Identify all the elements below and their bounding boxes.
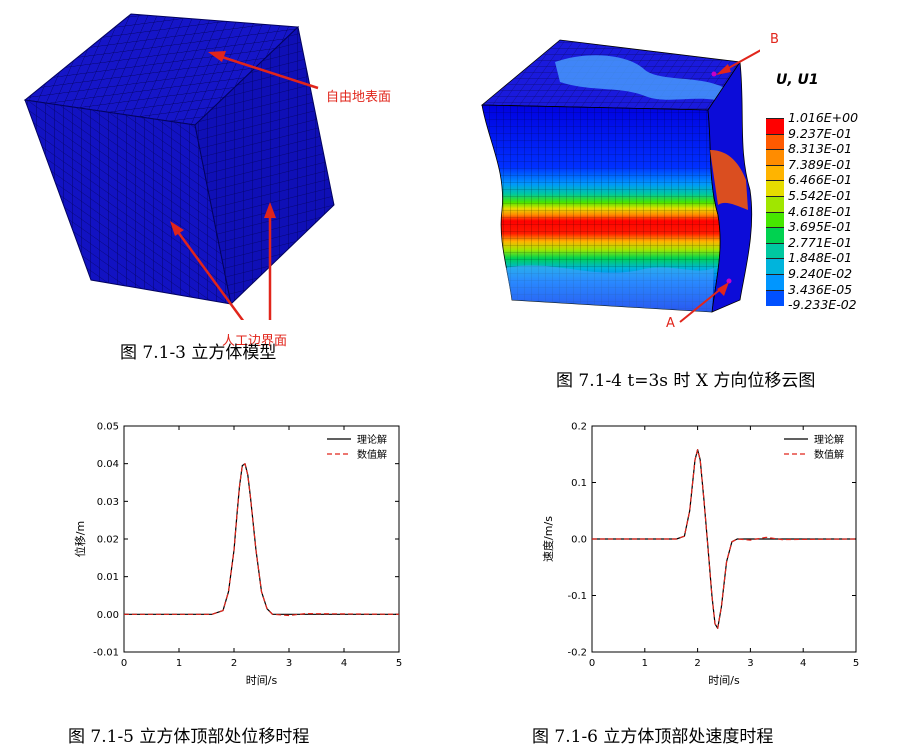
legend-swatch <box>766 274 784 291</box>
legend-label: 数值解 <box>814 448 844 461</box>
x-tick-label: 1 <box>176 658 182 669</box>
figure-displacement-chart: 0 1 2 3 4 5 -0.01 0.00 0.01 0.02 0.03 0.04 0.05 时间/s 位… <box>0 400 458 754</box>
legend-value: 4.618E-01 <box>788 203 853 219</box>
x-tick-label: 2 <box>231 658 237 669</box>
x-tick-label: 0 <box>121 658 127 669</box>
y-tick-label: 0.2 <box>571 422 587 433</box>
arrow-free-surface <box>208 51 319 90</box>
y-axis-label: 位移/m <box>73 521 87 557</box>
contour-lower-band <box>506 265 714 312</box>
legend-title: U, U1 <box>776 72 819 88</box>
caption-fig-7-1-5: 图 7.1-5 立方体顶部处位移时程 <box>68 727 310 747</box>
legend-value: 3.695E-01 <box>788 219 853 235</box>
legend-value: 1.848E-01 <box>788 250 853 266</box>
legend-value: 6.466E-01 <box>788 172 853 188</box>
y-tick-label: -0.1 <box>567 591 587 602</box>
y-tick-label: 0.00 <box>97 610 119 621</box>
arrow-boundary-left <box>170 221 245 320</box>
x-tick-label: 4 <box>341 658 347 669</box>
y-tick-label: 0.01 <box>97 572 119 583</box>
arrow-boundary-right <box>264 202 276 320</box>
y-tick-label: 0.0 <box>571 535 587 546</box>
series-line <box>592 449 856 629</box>
x-tick-label: 3 <box>286 658 292 669</box>
y-tick-label: 0.02 <box>97 535 119 546</box>
x-tick-label: 5 <box>396 658 402 669</box>
series-line <box>592 449 857 629</box>
figure-velocity-chart: 0 1 2 3 4 5 -0.2 -0.1 0.0 0.1 0.2 时间/s 速度/m/s 理论解 数值解 … <box>458 400 916 754</box>
figure-cube-model: 自由地表面 人工边界面 图 7.1-3 立方体模型 <box>0 0 440 370</box>
y-tick-label: 0.04 <box>97 459 119 470</box>
legend-label: 理论解 <box>814 433 844 446</box>
x-axis-label: 时间/s <box>708 674 740 687</box>
x-tick-label: 4 <box>800 658 806 669</box>
displacement-chart: 0 1 2 3 4 5 -0.01 0.00 0.01 0.02 0.03 0.04 0.05 时间/s 位… <box>73 422 402 688</box>
y-tick-label: 0.03 <box>97 497 119 508</box>
x-tick-label: 1 <box>642 658 648 669</box>
contour-top-band <box>555 55 725 100</box>
cube-model-image <box>23 13 335 320</box>
legend-swatch <box>766 196 784 213</box>
legend-value: 3.436E-05 <box>788 281 853 297</box>
x-tick-label: 3 <box>747 658 753 669</box>
y-axis-label: 速度/m/s <box>541 516 555 562</box>
legend-swatch <box>766 227 784 244</box>
y-tick-label: 0.1 <box>571 478 587 489</box>
legend-swatch <box>766 242 784 260</box>
legend-swatch <box>766 133 784 151</box>
legend-swatch <box>766 211 784 229</box>
legend-value: 1.016E+00 <box>788 110 859 125</box>
legend: 1.016E+00 9.237E-01 8.313E-01 7.389E-01 6.46… <box>766 110 916 326</box>
legend-value: 8.313E-01 <box>788 141 853 157</box>
legend-swatch <box>766 149 784 166</box>
caption-fig-7-1-4: 图 7.1-4 t=3s 时 X 方向位移云图 <box>556 371 816 391</box>
legend-value: 9.237E-01 <box>788 125 853 141</box>
caption-fig-7-1-6: 图 7.1-6 立方体顶部处速度时程 <box>532 727 774 747</box>
x-tick-label: 5 <box>853 658 859 669</box>
figure-displacement-contour: B A U, U1 1.016E+00 9.237E-01 8.313E-01 7.3… <box>440 0 916 391</box>
x-tick-label: 0 <box>589 658 595 669</box>
contour-image <box>480 39 760 323</box>
x-tick-label: 2 <box>694 658 700 669</box>
label-artificial-boundary: 人工边界面 <box>222 334 288 349</box>
legend-value: -9.233E-02 <box>788 297 857 313</box>
y-tick-label: -0.2 <box>567 648 587 659</box>
legend-swatch <box>766 289 784 307</box>
legend-swatch <box>766 180 784 197</box>
legend-value: 7.389E-01 <box>788 156 853 172</box>
legend-value: 9.240E-02 <box>788 266 853 281</box>
label-point-a: A <box>666 316 675 331</box>
caption-fig-7-1-3: 图 7.1-3 立方体模型 <box>120 343 277 363</box>
point-b-marker <box>711 71 717 77</box>
legend-label: 理论解 <box>357 433 387 446</box>
series-line <box>124 463 400 617</box>
point-a-marker <box>726 278 732 284</box>
legend-swatch <box>766 164 784 182</box>
y-tick-label: -0.01 <box>93 648 119 659</box>
arrow-point-b <box>716 49 760 75</box>
x-axis-label: 时间/s <box>246 674 278 687</box>
legend-swatch <box>766 258 784 275</box>
legend-swatch <box>766 118 784 135</box>
legend-label: 数值解 <box>357 448 387 461</box>
label-free-surface: 自由地表面 <box>326 90 392 105</box>
label-point-b: B <box>770 32 779 47</box>
arrow-point-a <box>679 282 729 323</box>
y-tick-label: 0.05 <box>97 422 119 433</box>
cube-right-face <box>194 26 335 305</box>
legend-value: 2.771E-01 <box>788 234 853 250</box>
legend-value: 5.542E-01 <box>788 188 853 203</box>
